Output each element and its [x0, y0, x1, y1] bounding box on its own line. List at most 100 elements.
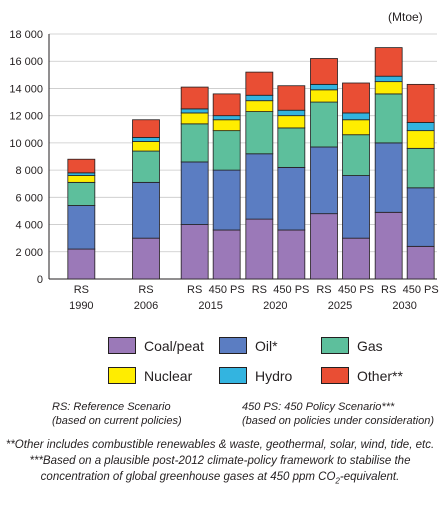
x-bar-label: 450 PS	[273, 284, 309, 296]
bar-segment-nuclear	[310, 89, 338, 103]
footnote-450-line2-end: -equivalent.	[339, 471, 400, 483]
note-ps-line2: (based on policies under consideration)	[242, 415, 435, 427]
bar-segment-nuclear	[132, 141, 160, 152]
x-bar-label: RS	[187, 284, 202, 296]
bar-segment-other	[245, 71, 274, 96]
x-bar-label: RS	[316, 284, 331, 296]
note-ps-line1: 450 PS: 450 Policy Scenario***	[242, 401, 395, 413]
footnote-other: **Other includes combustible renewables …	[5, 439, 435, 451]
footnotes: **Other includes combustible renewables …	[0, 437, 440, 489]
bar-segment-hydro	[180, 108, 209, 114]
bar-segment-oil	[180, 161, 209, 225]
legend-swatch-other	[321, 367, 349, 384]
bar-segment-oil	[67, 205, 96, 250]
y-tick-label: 12 000	[9, 111, 43, 123]
legend-swatch-gas	[321, 337, 349, 354]
bar-segment-gas	[277, 127, 306, 168]
bar-segment-other	[67, 158, 96, 174]
bar-segment-coal-peat	[67, 248, 96, 280]
bar-segment-oil	[245, 153, 274, 220]
bar-segment-oil	[310, 146, 338, 215]
bar-segment-gas	[245, 111, 274, 155]
y-tick-label: 2 000	[15, 247, 43, 259]
legend-item-oil: Oil*	[219, 337, 278, 354]
bar-segment-gas	[406, 147, 435, 189]
bar-segment-other	[406, 83, 435, 123]
bar-segment-gas	[212, 130, 241, 171]
bar-segment-gas	[67, 181, 96, 206]
note-rs-line1: RS: Reference Scenario	[52, 401, 171, 413]
bar-segment-oil	[277, 166, 306, 231]
legend-label-coal: Coal/peat	[144, 337, 204, 354]
bar-segment-hydro	[342, 112, 370, 121]
y-tick-label: 10 000	[9, 138, 43, 150]
bar-segment-hydro	[406, 122, 435, 132]
unit-label: (Mtoe)	[388, 10, 423, 24]
bar-segment-hydro	[374, 75, 403, 83]
x-bar-label: 450 PS	[403, 284, 439, 296]
bar-segment-coal-peat	[132, 237, 160, 280]
bar-segment-nuclear	[245, 100, 274, 112]
bar-segment-hydro	[245, 94, 274, 102]
footnote-450-line2-text: concentration of global greenhouse gases…	[40, 471, 336, 483]
bar-segment-nuclear	[180, 112, 209, 125]
bar-segment-other	[277, 85, 306, 111]
legend-swatch-oil	[219, 337, 247, 354]
bar-segment-gas	[374, 93, 403, 144]
bar-segment-gas	[310, 101, 338, 148]
bar-segment-oil	[212, 169, 241, 231]
y-tick-label: 18 000	[9, 29, 43, 41]
x-year-label: 2015	[198, 300, 222, 312]
bar-segment-other	[212, 93, 241, 117]
footnote-450-line2: concentration of global greenhouse gases…	[0, 469, 440, 489]
bar-segment-gas	[342, 134, 370, 176]
legend-swatch-nuclear	[108, 367, 136, 384]
bar-segment-oil	[374, 142, 403, 213]
legend-label-hydro: Hydro	[255, 367, 293, 384]
note-policy-scenario: 450 PS: 450 Policy Scenario*** (based on…	[242, 400, 434, 428]
legend-label-gas: Gas	[357, 337, 383, 354]
footnote-co2-subscript: 2	[335, 476, 340, 486]
x-bar-label: 450 PS	[209, 284, 245, 296]
bar-segment-nuclear	[406, 130, 435, 149]
y-tick-label: 6 000	[15, 192, 43, 204]
bar-segment-nuclear	[342, 119, 370, 136]
x-bar-label: RS	[381, 284, 396, 296]
bar-segment-oil	[342, 175, 370, 239]
bar-segment-coal-peat	[310, 213, 338, 280]
bar-segment-hydro	[212, 115, 241, 121]
stacked-bar-chart: 0 2 000 4 000 6 000 8 000 10 000 12 000 14 000 1…	[9, 29, 439, 312]
x-bar-label: RS	[138, 284, 153, 296]
note-reference-scenario: RS: Reference Scenario (based on current…	[52, 400, 182, 428]
bar-segment-nuclear	[374, 81, 403, 95]
x-bar-label: RS	[74, 284, 89, 296]
y-tick-label: 8 000	[15, 165, 43, 177]
bar-segment-other	[180, 86, 209, 110]
x-bar-label: 450 PS	[338, 284, 374, 296]
bar-segment-coal-peat	[406, 245, 435, 280]
bar-segment-other	[342, 82, 370, 114]
legend-item-nuclear: Nuclear	[108, 367, 192, 384]
bar-segment-other	[310, 58, 338, 85]
bar-segment-oil	[132, 181, 160, 239]
legend-item-gas: Gas	[321, 337, 383, 354]
legend-label-oil: Oil*	[255, 337, 278, 354]
bar-segment-hydro	[277, 109, 306, 117]
x-bar-label: RS	[252, 284, 267, 296]
bar-segment-nuclear	[212, 119, 241, 132]
bar-segment-gas	[132, 150, 160, 183]
bar-segment-coal-peat	[374, 211, 403, 280]
bar-segment-oil	[406, 187, 435, 247]
legend-swatch-hydro	[219, 367, 247, 384]
y-tick-label: 16 000	[9, 56, 43, 68]
note-rs-line2: (based on current policies)	[52, 415, 182, 427]
legend-item-other: Other**	[321, 367, 403, 384]
bar-segment-coal-peat	[212, 229, 241, 280]
footnote-450-line1: ***Based on a plausible post-2012 climat…	[29, 455, 411, 467]
bar-segment-gas	[180, 123, 209, 163]
y-tick-label: 4 000	[15, 220, 43, 232]
legend-item-hydro: Hydro	[219, 367, 292, 384]
bar-segment-coal-peat	[180, 224, 209, 280]
bar-segment-other	[374, 47, 403, 77]
legend-item-coal: Coal/peat	[108, 337, 204, 354]
